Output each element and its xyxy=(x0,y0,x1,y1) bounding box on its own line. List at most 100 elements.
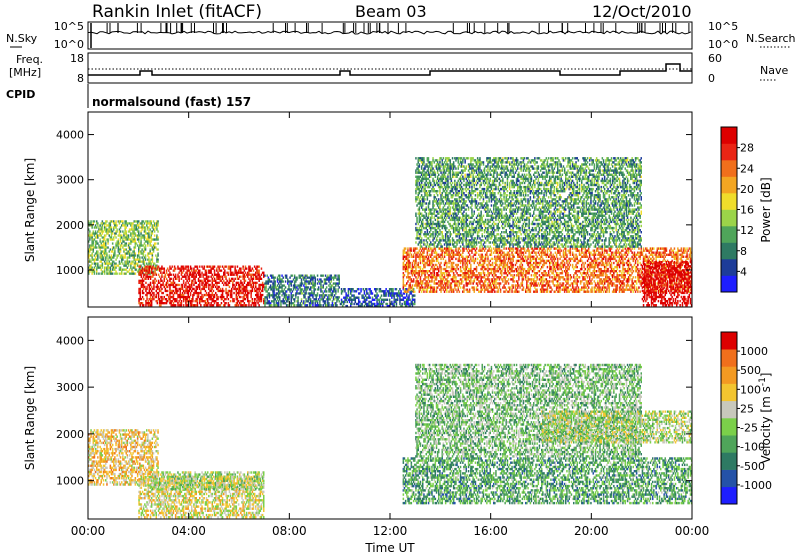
echo-cell xyxy=(417,274,419,277)
echo-cell xyxy=(193,273,195,276)
echo-cell xyxy=(117,242,120,245)
echo-cell xyxy=(211,300,213,303)
echo-cell xyxy=(135,228,138,231)
echo-cell xyxy=(331,292,334,295)
echo-cell xyxy=(189,304,192,307)
echo-cell xyxy=(228,281,231,284)
echo-cell xyxy=(169,298,171,301)
echo-cell xyxy=(295,292,297,295)
echo-cell xyxy=(514,267,517,271)
echo-cell xyxy=(304,302,306,305)
echo-cell xyxy=(479,290,481,293)
echo-cell xyxy=(510,257,512,261)
echo-cell xyxy=(325,294,328,297)
echo-cell xyxy=(126,238,129,241)
echo-cell xyxy=(226,271,228,274)
echo-cell xyxy=(386,304,389,307)
echo-cell xyxy=(459,286,462,289)
echo-cell xyxy=(446,284,448,287)
echo-cell xyxy=(552,267,554,271)
echo-cell xyxy=(213,265,216,268)
echo-cell xyxy=(435,288,438,291)
echo-cell xyxy=(199,281,201,284)
echo-cell xyxy=(479,272,481,275)
echo-cell xyxy=(489,290,491,293)
echo-cell xyxy=(338,278,340,281)
echo-cell xyxy=(242,271,244,274)
echo-cell xyxy=(124,222,126,225)
echo-cell xyxy=(541,253,543,256)
echo-cell xyxy=(577,280,580,283)
echo-cell xyxy=(263,285,265,289)
echo-cell xyxy=(313,282,315,285)
echo-cell xyxy=(237,287,240,291)
echo-cell xyxy=(541,286,543,289)
echo-cell xyxy=(446,261,448,265)
echo-cell xyxy=(419,261,422,265)
echo-cell xyxy=(255,302,257,305)
echo-cell xyxy=(408,278,410,281)
echo-cell xyxy=(322,286,324,289)
echo-cell xyxy=(165,289,168,293)
echo-cell xyxy=(101,224,104,227)
echo-cell xyxy=(529,278,532,281)
echo-cell xyxy=(94,236,97,239)
echo-cell xyxy=(409,249,411,252)
echo-cell xyxy=(489,282,491,285)
echo-cell xyxy=(420,253,423,256)
echo-cell xyxy=(195,300,197,303)
echo-cell xyxy=(300,282,303,285)
echo-cell xyxy=(391,302,393,306)
echo-cell xyxy=(204,293,207,297)
echo-cell xyxy=(138,234,140,237)
echo-cell xyxy=(101,250,104,253)
echo-cell xyxy=(465,288,467,291)
echo-cell xyxy=(157,265,160,268)
echo-cell xyxy=(503,263,505,267)
echo-cell xyxy=(457,267,459,271)
echo-cell xyxy=(521,276,524,279)
echo-cell xyxy=(235,302,238,305)
echo-cell xyxy=(490,290,493,293)
echo-cell xyxy=(353,294,355,297)
echo-cell xyxy=(109,262,112,265)
echo-cell xyxy=(569,253,572,256)
echo-cell xyxy=(586,276,589,279)
echo-cell xyxy=(180,277,183,280)
echo-cell xyxy=(186,289,188,293)
echo-cell xyxy=(93,258,96,261)
echo-cell xyxy=(178,267,180,270)
echo-cell xyxy=(191,300,193,303)
echo-cell xyxy=(515,288,518,291)
echo-cell xyxy=(446,290,448,293)
echo-cell xyxy=(462,290,464,293)
echo-cell xyxy=(235,281,238,284)
echo-cell xyxy=(468,270,471,273)
echo-cell xyxy=(259,283,262,287)
echo-cell xyxy=(277,294,280,297)
echo-cell xyxy=(520,247,522,250)
echo-cell xyxy=(390,302,392,306)
echo-cell xyxy=(247,289,249,293)
echo-cell xyxy=(162,291,164,295)
echo-cell xyxy=(463,272,465,275)
echo-cell xyxy=(156,302,159,305)
echo-cell xyxy=(563,253,566,256)
echo-cell xyxy=(135,262,138,265)
echo-cell xyxy=(323,278,326,281)
echo-cell xyxy=(410,278,413,281)
nave-tick-bottom: 0 xyxy=(708,72,715,85)
echo-cell xyxy=(96,220,98,223)
echo-cell xyxy=(288,286,290,289)
echo-cell xyxy=(467,247,470,250)
echo-cell xyxy=(203,277,205,280)
echo-cell xyxy=(353,290,355,293)
echo-cell xyxy=(338,286,340,289)
echo-cell xyxy=(103,250,106,253)
echo-cell xyxy=(280,302,282,305)
echo-cell xyxy=(267,278,270,281)
echo-cell xyxy=(435,253,438,256)
echo-cell xyxy=(234,271,236,274)
echo-cell xyxy=(96,272,98,275)
echo-cell xyxy=(240,289,242,293)
